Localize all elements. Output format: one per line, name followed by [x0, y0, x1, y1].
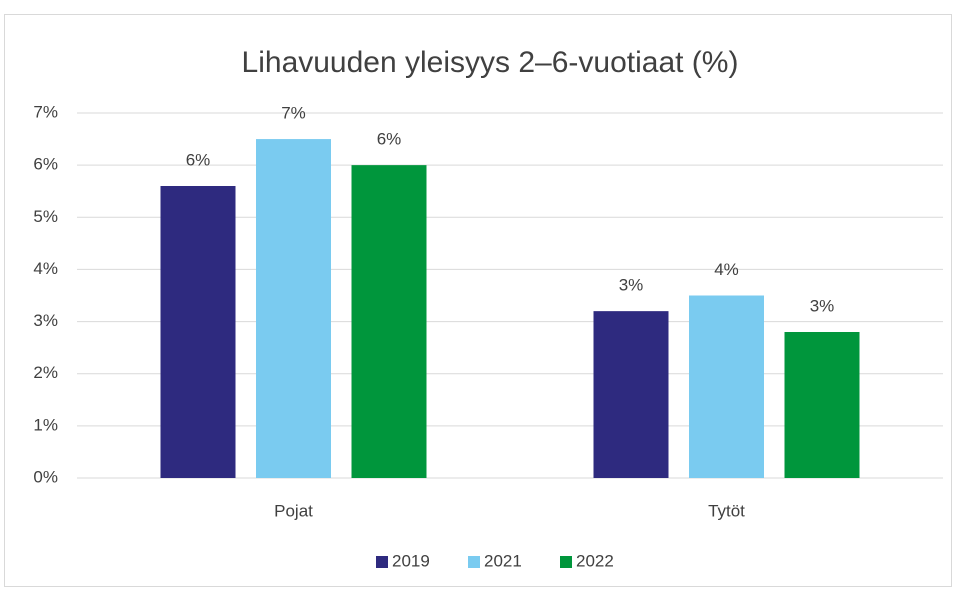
y-tick-label: 4%: [33, 259, 58, 278]
y-tick-label: 0%: [33, 467, 58, 486]
bar: [593, 311, 669, 478]
y-tick-label: 3%: [33, 311, 58, 330]
legend-label: 2021: [484, 551, 522, 570]
x-tick-label: Tytöt: [708, 501, 745, 520]
bar: [689, 295, 764, 478]
y-tick-label: 5%: [33, 207, 58, 226]
legend-swatch: [468, 556, 480, 568]
chart-title: Lihavuuden yleisyys 2–6-vuotiaat (%): [242, 46, 739, 79]
value-label: 3%: [619, 276, 644, 295]
x-tick-label: Pojat: [274, 501, 313, 520]
value-label: 6%: [186, 150, 211, 169]
legend-label: 2022: [576, 551, 614, 570]
legend-label: 2019: [392, 551, 430, 570]
y-tick-label: 7%: [33, 102, 58, 121]
value-label: 4%: [714, 260, 739, 279]
bar: [160, 186, 236, 478]
legend-swatch: [560, 556, 572, 568]
y-tick-label: 2%: [33, 363, 58, 382]
bar: [351, 165, 427, 478]
value-label: 6%: [377, 130, 402, 149]
y-tick-label: 1%: [33, 415, 58, 434]
bar: [784, 332, 860, 478]
legend-swatch: [376, 556, 388, 568]
value-label: 7%: [281, 104, 306, 123]
y-tick-label: 6%: [33, 155, 58, 174]
bar: [256, 139, 331, 479]
value-label: 3%: [810, 296, 835, 315]
